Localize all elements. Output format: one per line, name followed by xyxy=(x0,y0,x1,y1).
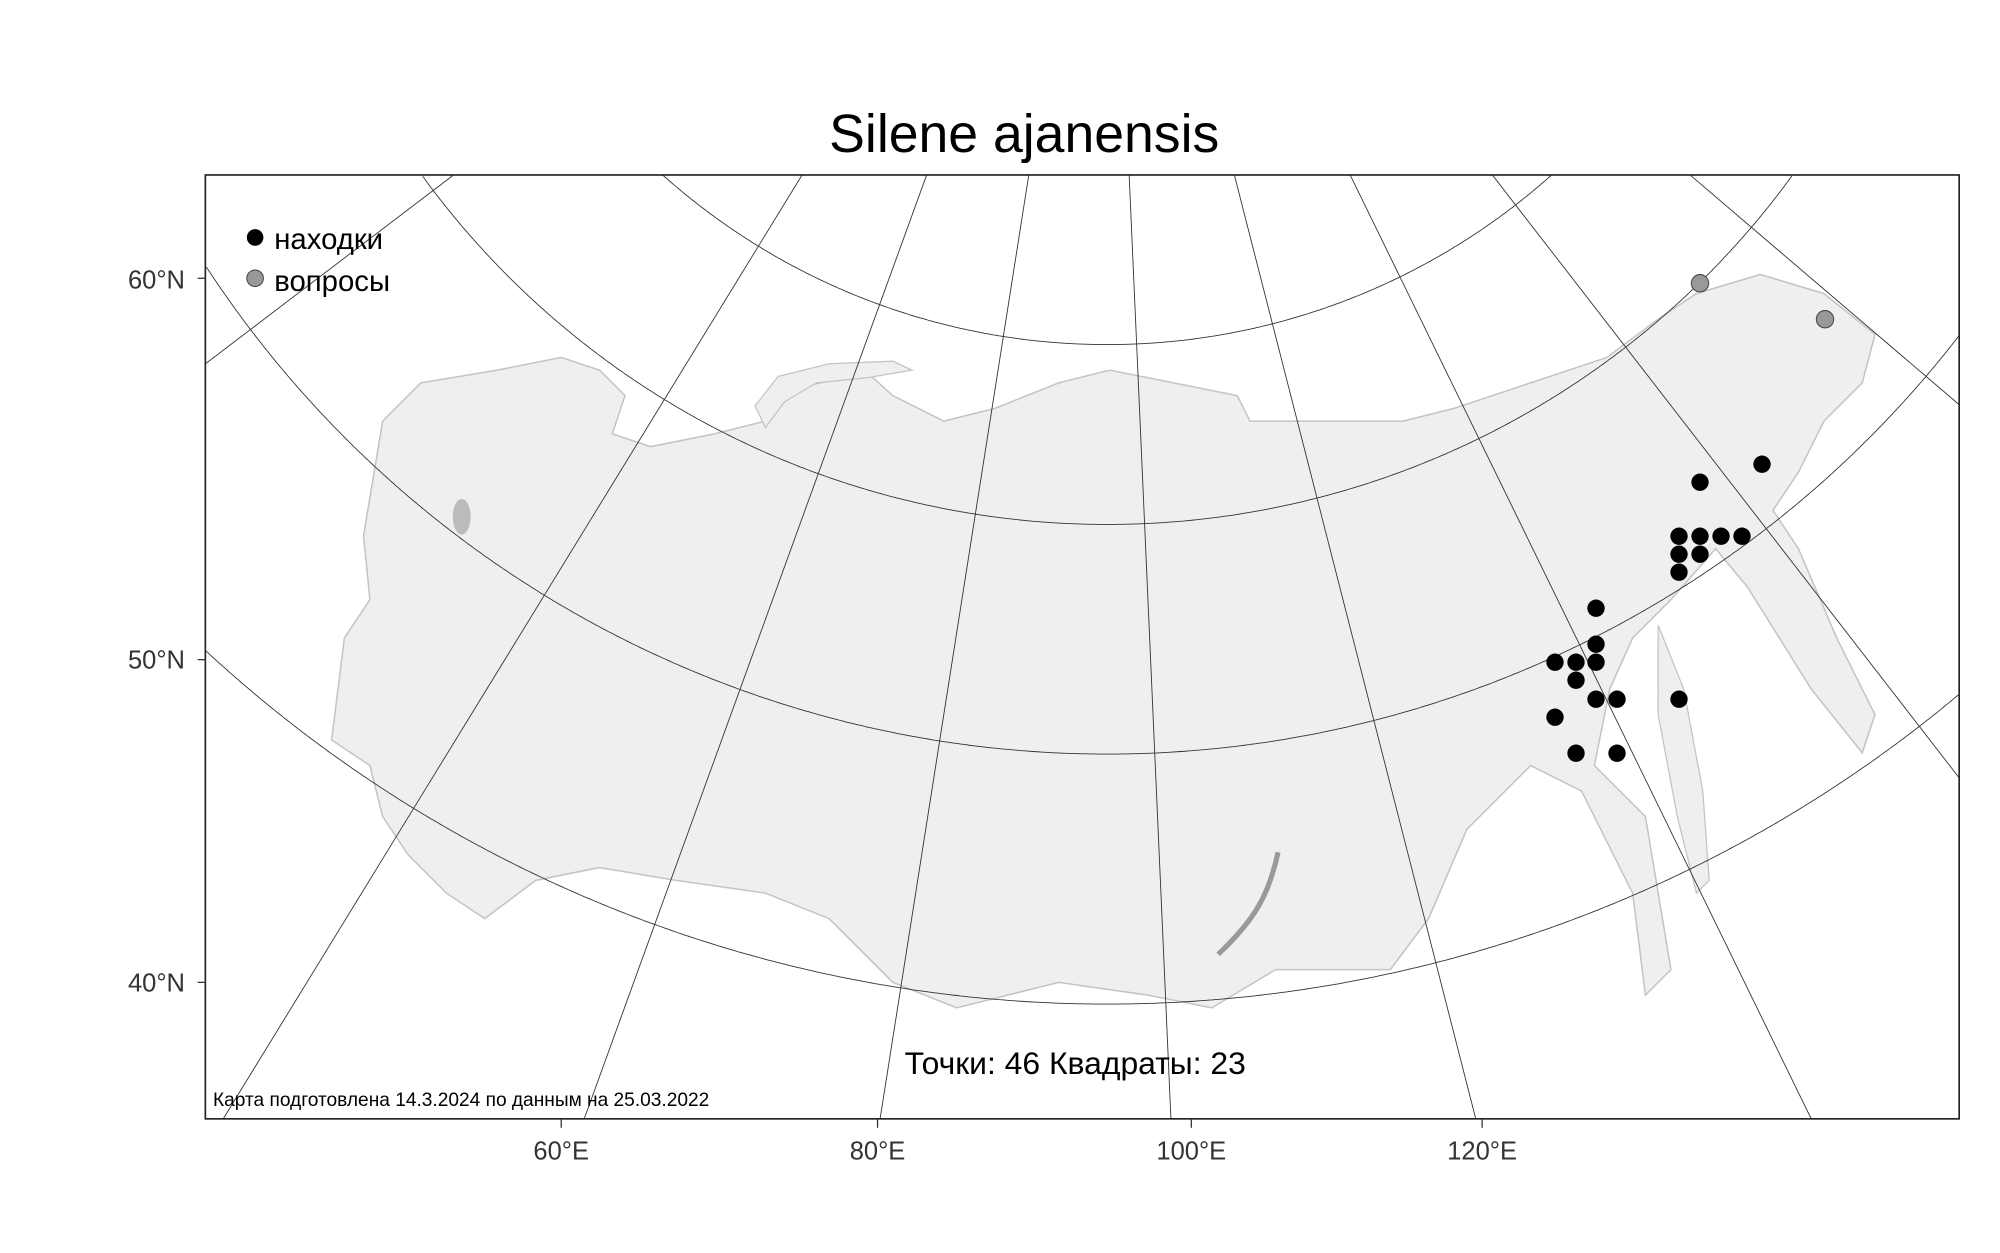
found-point xyxy=(1670,563,1688,581)
meridian-line xyxy=(222,174,803,1119)
legend-questionable-marker xyxy=(246,269,264,288)
footnote: Карта подготовлена 14.3.2024 по данным н… xyxy=(213,1090,709,1111)
lat-label-50: 50°N xyxy=(128,647,185,675)
lon-label-60: 60°E xyxy=(533,1138,589,1166)
found-point xyxy=(1587,690,1605,708)
found-point xyxy=(1587,635,1605,653)
legend-questionable-label: вопросы xyxy=(274,265,390,298)
parallel-line xyxy=(662,174,1552,346)
questionable-point xyxy=(1815,310,1835,329)
novaya-zemlya xyxy=(754,360,915,429)
legend-found-label: находки xyxy=(274,223,383,256)
found-point xyxy=(1608,690,1626,708)
meridian-line xyxy=(1233,174,1477,1119)
found-point xyxy=(1691,527,1709,545)
parallel-line xyxy=(422,174,1793,525)
graticule xyxy=(205,174,1960,1119)
found-point xyxy=(1567,671,1585,689)
found-point xyxy=(1753,455,1771,473)
found-point xyxy=(1546,708,1564,726)
lake-baikal xyxy=(1216,851,1281,957)
map-title: Silene ajanensis xyxy=(829,105,1219,164)
lon-label-80: 80°E xyxy=(850,1138,906,1166)
parallel-line xyxy=(206,266,1960,755)
lon-label-120: 120°E xyxy=(1447,1138,1517,1166)
found-point xyxy=(1567,744,1585,762)
meridian-line xyxy=(1491,174,1960,779)
found-point xyxy=(1670,527,1688,545)
russia-landmass xyxy=(330,273,1876,1009)
found-point xyxy=(1670,690,1688,708)
land-layer xyxy=(330,273,1876,1009)
sakhalin xyxy=(1657,624,1710,895)
lake-ladoga xyxy=(452,498,471,535)
meridian-line xyxy=(1689,174,1960,405)
parallel-line xyxy=(205,650,1959,1005)
found-point xyxy=(1712,527,1730,545)
found-point xyxy=(1670,545,1688,563)
found-point xyxy=(1567,653,1585,671)
lat-label-40: 40°N xyxy=(128,969,185,997)
meridian-line xyxy=(879,174,1030,1119)
stats-text: Точки: 46 Квадраты: 23 xyxy=(905,1045,1246,1081)
lat-label-60: 60°N xyxy=(128,266,185,294)
found-point xyxy=(1733,527,1751,545)
found-point xyxy=(1691,545,1709,563)
found-point xyxy=(1608,744,1626,762)
found-point xyxy=(1587,653,1605,671)
meridian-line xyxy=(1128,174,1172,1119)
meridian-line xyxy=(1349,174,1812,1119)
questionable-point xyxy=(1690,274,1710,293)
found-point xyxy=(1546,653,1564,671)
legend-found-marker xyxy=(246,229,264,246)
found-point xyxy=(1691,473,1709,491)
meridian-line xyxy=(583,174,928,1119)
occurrence-points xyxy=(1546,274,1835,762)
map-frame xyxy=(204,174,1961,1120)
lon-label-100: 100°E xyxy=(1156,1138,1226,1166)
found-point xyxy=(1587,599,1605,617)
meridian-line xyxy=(205,174,454,365)
